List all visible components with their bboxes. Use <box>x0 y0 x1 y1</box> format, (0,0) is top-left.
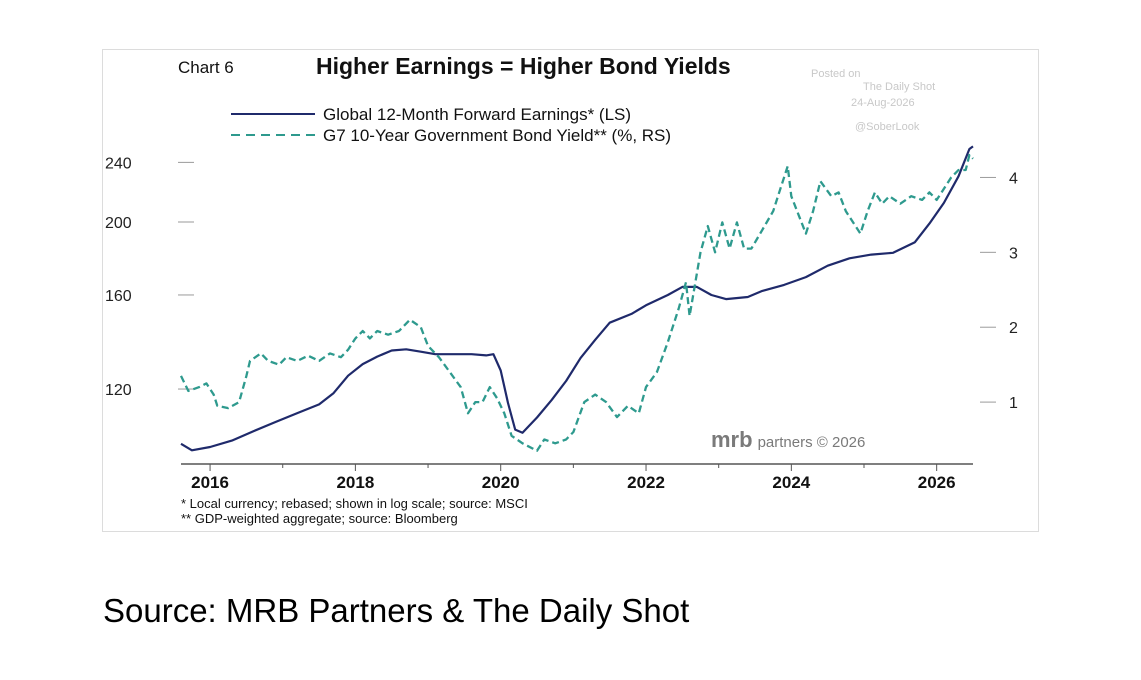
x-tick-label: 2026 <box>918 473 956 492</box>
right-tick-label: 2 <box>1009 320 1018 337</box>
series-layer <box>179 145 974 452</box>
x-tick-label: 2024 <box>772 473 810 492</box>
left-tick-label: 200 <box>105 215 132 232</box>
brand-logo: mrb partners © 2026 <box>711 427 865 452</box>
right-tick-label: 1 <box>1009 395 1018 412</box>
chart-panel: Chart 6 Higher Earnings = Higher Bond Yi… <box>102 49 1039 532</box>
right-tick-label: 3 <box>1009 245 1018 262</box>
legend-label-bond-yield: G7 10-Year Government Bond Yield** (%, R… <box>323 126 671 145</box>
right-tick-label: 4 <box>1009 170 1018 187</box>
x-tick-label: 2020 <box>482 473 520 492</box>
watermark-line-4: @SoberLook <box>855 121 920 133</box>
legend-label-earnings: Global 12-Month Forward Earnings* (LS) <box>323 105 631 124</box>
x-tick-label: 2018 <box>336 473 374 492</box>
chart-title: Higher Earnings = Higher Bond Yields <box>316 53 731 79</box>
series-line-bond-yield <box>179 153 974 452</box>
footnote-1: * Local currency; rebased; shown in log … <box>181 496 528 511</box>
watermark-line-1: Posted on <box>811 68 861 80</box>
chart-svg: Chart 6 Higher Earnings = Higher Bond Yi… <box>105 53 1018 526</box>
chart-number-label: Chart 6 <box>178 58 234 77</box>
left-tick-label: 120 <box>105 382 132 399</box>
footnotes: * Local currency; rebased; shown in log … <box>181 496 528 526</box>
series-line-earnings <box>180 145 974 452</box>
left-tick-label: 240 <box>105 155 132 172</box>
left-tick-label: 160 <box>105 288 132 305</box>
source-caption: Source: MRB Partners & The Daily Shot <box>103 592 690 629</box>
x-tick-label: 2016 <box>191 473 229 492</box>
watermark-line-3: 24-Aug-2026 <box>851 97 915 109</box>
watermark-line-2: The Daily Shot <box>863 81 935 93</box>
x-tick-label: 2022 <box>627 473 665 492</box>
left-axis: 120 160 200 240 <box>105 155 194 399</box>
legend: Global 12-Month Forward Earnings* (LS) G… <box>231 105 671 145</box>
right-axis: 1 2 3 4 <box>980 170 1018 412</box>
footnote-2: ** GDP-weighted aggregate; source: Bloom… <box>181 511 458 526</box>
x-axis: 2016 2018 2020 2022 2024 2026 <box>181 463 973 492</box>
watermark: Posted on The Daily Shot 24-Aug-2026 @So… <box>811 68 935 133</box>
